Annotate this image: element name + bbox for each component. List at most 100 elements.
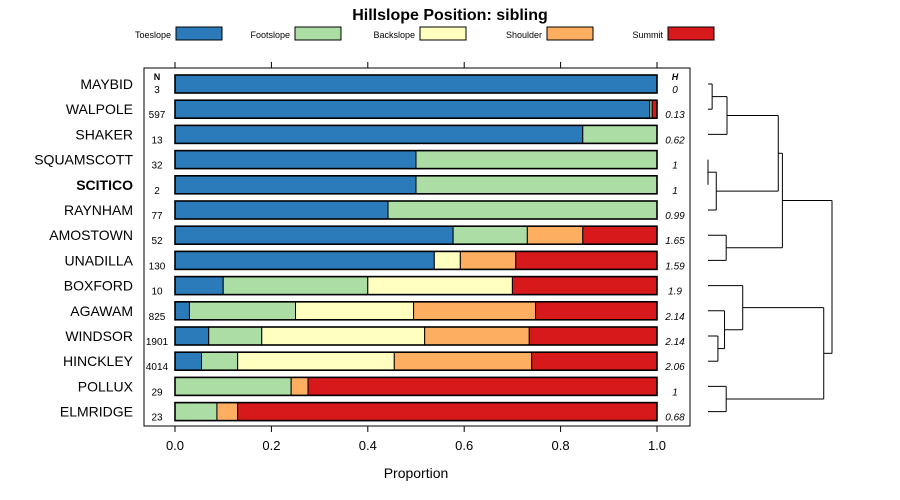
n-value-raynham: 77: [151, 211, 163, 222]
legend-label-summit: Summit: [632, 30, 663, 40]
category-label-squamscott: SQUAMSCOTT: [34, 152, 133, 168]
category-label-raynham: RAYNHAM: [64, 202, 133, 218]
bar-segment-agawam-summit: [535, 301, 658, 321]
n-value-walpole: 597: [149, 110, 166, 121]
bar-segment-unadilla-summit: [515, 250, 658, 270]
category-label-hinckley: HINCKLEY: [63, 353, 134, 369]
bar-segment-elmridge-summit: [237, 402, 658, 422]
n-value-hinckley: 4014: [146, 362, 169, 373]
category-label-agawam: AGAWAM: [70, 303, 133, 319]
bar-segment-scitico-footslope: [415, 175, 658, 195]
legend-swatch-footslope: [294, 26, 342, 41]
legend-swatch-summit: [667, 26, 715, 41]
n-value-unadilla: 130: [149, 261, 166, 272]
bar-segment-shaker-toeslope: [174, 124, 584, 144]
category-label-boxford: BOXFORD: [64, 278, 133, 294]
bar-segment-unadilla-backslope: [433, 250, 461, 270]
h-value-squamscott: 1: [672, 161, 678, 172]
n-value-pollux: 29: [151, 387, 163, 398]
legend: Toeslope Footslope Backslope Shoulder Summit: [135, 26, 715, 41]
bar-segment-windsor-shoulder: [424, 326, 530, 346]
category-label-elmridge: ELMRIDGE: [60, 404, 133, 420]
n-value-elmridge: 23: [151, 413, 163, 424]
plot-frame: [143, 67, 691, 427]
bar-segment-squamscott-toeslope: [174, 150, 417, 170]
bar-segment-squamscott-footslope: [415, 150, 658, 170]
bar-segment-amostown-summit: [582, 225, 658, 245]
legend-swatch-backslope: [419, 26, 467, 41]
bar-segment-scitico-toeslope: [174, 175, 417, 195]
bar-outline-raynham: [174, 200, 658, 220]
n-value-squamscott: 32: [151, 161, 163, 172]
h-value-elmridge: 0.68: [665, 413, 685, 424]
n-value-windsor: 1901: [146, 337, 169, 348]
bar-segment-windsor-backslope: [261, 326, 426, 346]
bar-outline-unadilla: [174, 250, 658, 271]
h-column-header: H: [672, 72, 679, 82]
h-value-shaker: 0.62: [665, 135, 685, 146]
bar-segment-agawam-backslope: [295, 301, 415, 321]
bar-outline-scitico: [174, 175, 658, 195]
bar-segment-agawam-toeslope: [174, 301, 190, 321]
h-value-raynham: 0.99: [665, 211, 685, 222]
bar-segment-agawam-shoulder: [413, 301, 537, 321]
bar-segment-amostown-shoulder: [526, 225, 584, 245]
category-label-scitico: SCITICO: [76, 177, 133, 193]
bar-segment-boxford-backslope: [367, 276, 513, 296]
bar-outline-amostown: [174, 225, 658, 245]
legend-swatch-toeslope: [175, 26, 223, 41]
x-tick-label-5: 1.0: [648, 438, 666, 453]
legend-label-backslope: Backslope: [373, 30, 415, 40]
dendrogram: [707, 83, 833, 413]
x-tick-label-4: 0.8: [552, 438, 570, 453]
legend-label-footslope: Footslope: [250, 30, 290, 40]
n-value-shaker: 13: [151, 135, 163, 146]
h-value-amostown: 1.65: [665, 236, 685, 247]
bar-segment-boxford-toeslope: [174, 276, 224, 296]
bar-segment-hinckley-summit: [531, 351, 658, 371]
h-value-walpole: 0.13: [665, 110, 685, 121]
h-value-scitico: 1: [672, 186, 678, 197]
category-label-windsor: WINDSOR: [65, 328, 133, 344]
bars-group: MAYBID 3 0 WALPOLE 597 0.13 SHAKER 13 0.62 SQUAMS…: [34, 74, 685, 424]
bar-outline-squamscott: [174, 149, 658, 170]
n-value-agawam: 825: [149, 312, 166, 323]
bar-segment-hinckley-footslope: [201, 351, 239, 371]
n-column-header: N: [154, 72, 161, 82]
bar-segment-raynham-footslope: [387, 200, 658, 220]
bar-outline-shaker: [174, 124, 658, 145]
bar-segment-windsor-toeslope: [174, 326, 210, 346]
h-value-windsor: 2.14: [664, 337, 685, 348]
h-value-boxford: 1.9: [668, 287, 682, 298]
bar-segment-walpole-toeslope: [174, 99, 651, 119]
bar-outline-windsor: [174, 326, 658, 346]
bar-segment-windsor-summit: [528, 326, 658, 346]
category-label-maybid: MAYBID: [80, 76, 133, 92]
x-tick-label-1: 0.2: [262, 438, 280, 453]
bar-segment-maybid-toeslope: [174, 74, 658, 94]
bar-outline-walpole: [174, 99, 658, 119]
chart-title: Hillslope Position: sibling: [352, 7, 548, 24]
n-value-amostown: 52: [151, 236, 163, 247]
bar-segment-amostown-toeslope: [174, 225, 454, 245]
bar-segment-windsor-footslope: [208, 326, 263, 346]
h-value-agawam: 2.14: [664, 312, 685, 323]
bar-segment-unadilla-shoulder: [459, 250, 517, 270]
bar-segment-amostown-footslope: [452, 225, 528, 245]
bar-segment-elmridge-shoulder: [216, 402, 239, 422]
category-label-unadilla: UNADILLA: [65, 252, 134, 268]
bar-outline-boxford: [174, 275, 658, 296]
bar-segment-elmridge-footslope: [174, 402, 218, 422]
bar-segment-shaker-footslope: [582, 124, 658, 144]
bar-segment-boxford-summit: [511, 276, 658, 296]
n-value-boxford: 10: [151, 287, 163, 298]
n-value-scitico: 2: [154, 186, 160, 197]
h-value-unadilla: 1.59: [665, 261, 685, 272]
bar-outline-agawam: [174, 300, 658, 321]
bar-segment-hinckley-shoulder: [393, 351, 533, 371]
bar-outline-hinckley: [174, 351, 658, 372]
bar-segment-boxford-footslope: [222, 276, 369, 296]
h-value-maybid: 0: [672, 85, 678, 96]
legend-swatch-shoulder: [546, 26, 594, 41]
